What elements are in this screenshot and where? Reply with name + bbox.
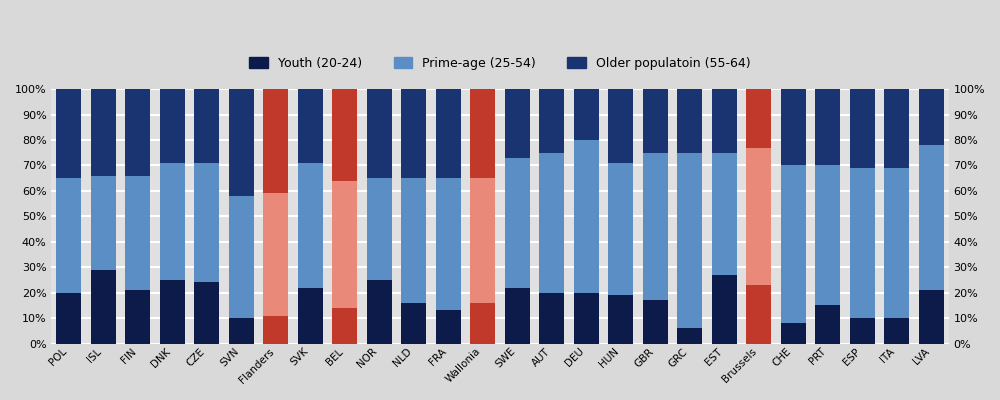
Bar <box>781 166 806 323</box>
Bar <box>608 89 633 163</box>
Bar <box>884 318 909 344</box>
Bar <box>401 303 426 344</box>
Bar <box>298 163 323 288</box>
Legend: Youth (20-24), Prime-age (25-54), Older populatoin (55-64): Youth (20-24), Prime-age (25-54), Older … <box>244 52 756 75</box>
Bar <box>815 89 840 166</box>
Bar <box>91 89 116 176</box>
Bar <box>125 89 150 176</box>
Bar <box>884 168 909 318</box>
Bar <box>850 89 875 168</box>
Bar <box>194 282 219 344</box>
Bar <box>229 89 254 196</box>
Bar <box>746 89 771 148</box>
Bar <box>436 89 461 178</box>
Bar <box>56 178 81 293</box>
Bar <box>781 323 806 344</box>
Bar <box>298 288 323 344</box>
Bar <box>367 178 392 280</box>
Bar <box>367 89 392 178</box>
Bar <box>263 194 288 316</box>
Bar <box>332 181 357 308</box>
Bar <box>263 89 288 194</box>
Bar <box>194 163 219 282</box>
Bar <box>574 293 599 344</box>
Bar <box>505 288 530 344</box>
Bar <box>815 166 840 305</box>
Bar <box>125 176 150 290</box>
Bar <box>194 89 219 163</box>
Bar <box>332 308 357 344</box>
Bar <box>850 318 875 344</box>
Bar <box>712 275 737 344</box>
Bar <box>91 176 116 270</box>
Bar <box>643 300 668 344</box>
Bar <box>574 89 599 140</box>
Bar <box>401 178 426 303</box>
Bar <box>919 145 944 290</box>
Bar <box>367 280 392 344</box>
Bar <box>677 153 702 328</box>
Bar <box>125 290 150 344</box>
Bar <box>712 153 737 275</box>
Bar <box>470 303 495 344</box>
Bar <box>91 270 116 344</box>
Bar <box>229 196 254 318</box>
Bar <box>436 310 461 344</box>
Bar <box>160 280 185 344</box>
Bar <box>401 89 426 178</box>
Bar <box>746 148 771 285</box>
Bar <box>298 89 323 163</box>
Bar <box>332 89 357 181</box>
Bar <box>160 89 185 163</box>
Bar <box>643 89 668 153</box>
Bar <box>56 293 81 344</box>
Bar <box>677 89 702 153</box>
Bar <box>263 316 288 344</box>
Bar <box>539 153 564 293</box>
Bar <box>505 89 530 158</box>
Bar <box>608 295 633 344</box>
Bar <box>643 153 668 300</box>
Bar <box>574 140 599 293</box>
Bar <box>470 178 495 303</box>
Bar <box>850 168 875 318</box>
Bar <box>815 305 840 344</box>
Bar <box>677 328 702 344</box>
Bar <box>229 318 254 344</box>
Bar <box>539 293 564 344</box>
Bar <box>539 89 564 153</box>
Bar <box>608 163 633 295</box>
Bar <box>56 89 81 178</box>
Bar <box>436 178 461 310</box>
Bar <box>884 89 909 168</box>
Bar <box>712 89 737 153</box>
Bar <box>505 158 530 288</box>
Bar <box>746 285 771 344</box>
Bar <box>919 290 944 344</box>
Bar <box>919 89 944 145</box>
Bar <box>160 163 185 280</box>
Bar <box>470 89 495 178</box>
Bar <box>781 89 806 166</box>
